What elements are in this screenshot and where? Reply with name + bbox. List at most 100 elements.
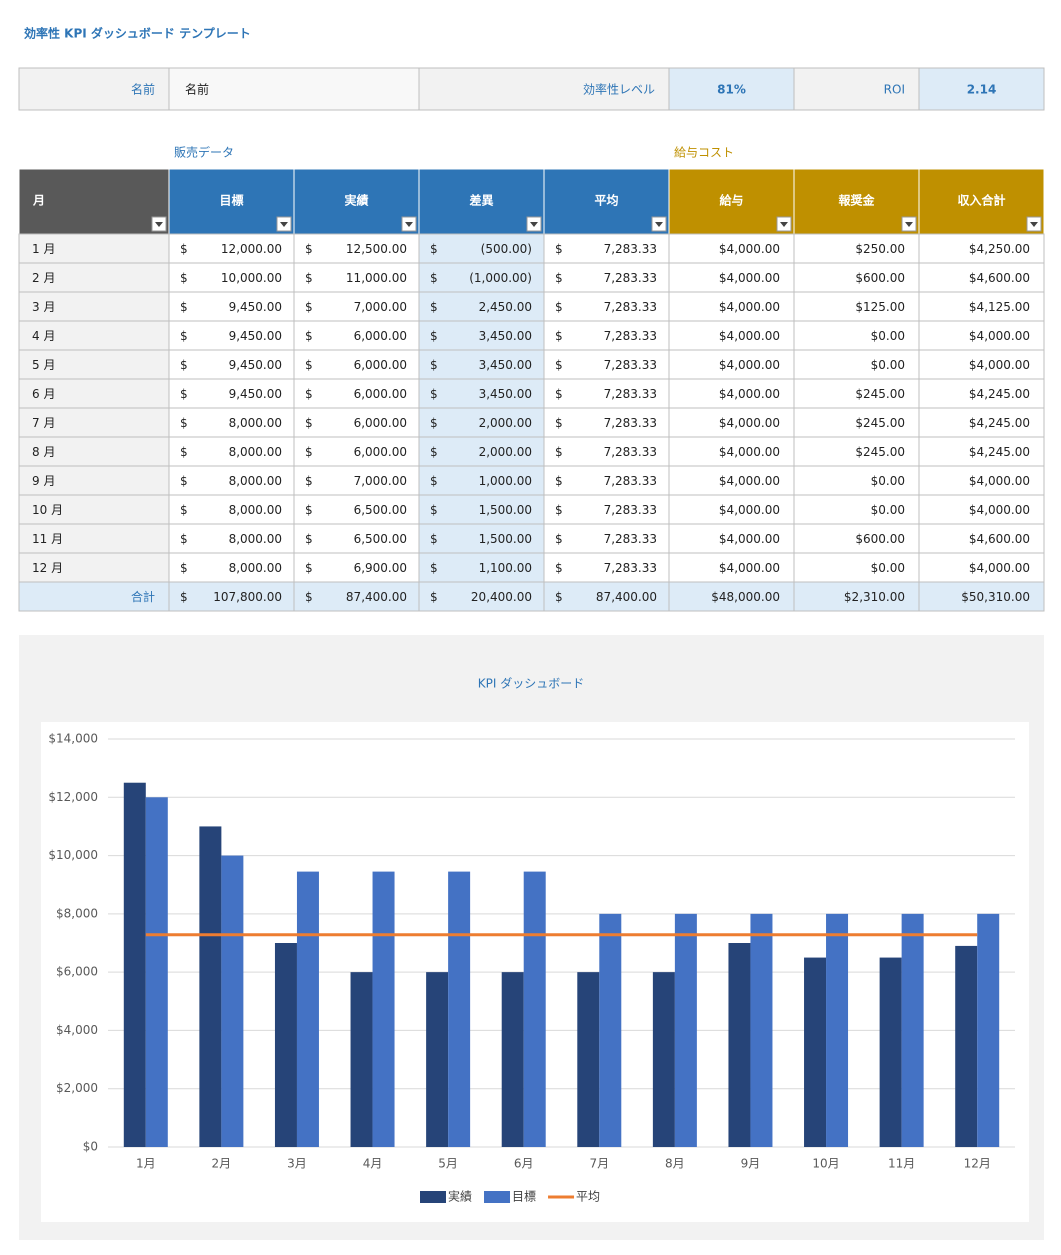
table-cell <box>918 349 1045 380</box>
table-cell-text: $4,000.00 <box>719 387 780 401</box>
table-cell-text: $245.00 <box>855 445 905 459</box>
table-cell <box>293 262 420 293</box>
y-tick-label: $12,000 <box>48 790 98 804</box>
month-label: 8 月 <box>32 445 55 459</box>
table-cell <box>918 552 1045 583</box>
month-label: 4 月 <box>32 329 55 343</box>
table-cell-text: 7,283.33 <box>604 561 657 575</box>
table-cell-text: $4,000.00 <box>719 300 780 314</box>
table-cell-text: 6,000.00 <box>354 358 407 372</box>
filter-arrow <box>780 222 788 227</box>
table-cell-text: 8,000.00 <box>229 416 282 430</box>
x-tick-label: 11月 <box>888 1157 915 1171</box>
bar <box>145 797 168 1147</box>
x-tick-label: 6月 <box>514 1157 534 1171</box>
table-cell-text: 7,283.33 <box>604 358 657 372</box>
month-label: 12 月 <box>32 561 63 575</box>
table-cell-text: $4,000.00 <box>719 242 780 256</box>
table-cell <box>918 320 1045 351</box>
table-cell <box>418 262 545 293</box>
table-cell <box>918 262 1045 293</box>
table-cell-text: 7,283.33 <box>604 300 657 314</box>
bar <box>955 945 978 1147</box>
currency-symbol: $ <box>180 474 188 488</box>
x-tick-label: 7月 <box>589 1157 609 1171</box>
table-cell-text: 7,000.00 <box>354 300 407 314</box>
table-cell <box>418 233 545 264</box>
currency-symbol: $ <box>430 387 438 401</box>
bar <box>674 913 697 1147</box>
y-tick-label: $10,000 <box>48 848 98 862</box>
table-cell-text: $4,000.00 <box>969 474 1030 488</box>
info-cell <box>668 67 795 111</box>
table-cell-text: 1,500.00 <box>479 503 532 517</box>
table-cell-text: 2,000.00 <box>479 416 532 430</box>
currency-symbol: $ <box>555 474 563 488</box>
table-cell-text: $4,000.00 <box>719 445 780 459</box>
currency-symbol: $ <box>555 300 563 314</box>
table-cell <box>668 349 795 380</box>
table-cell <box>418 291 545 322</box>
section-label: 販売データ <box>174 145 234 160</box>
currency-symbol: $ <box>555 445 563 459</box>
table-cell <box>293 436 420 467</box>
table-cell-text: $4,245.00 <box>969 445 1030 459</box>
table-cell <box>418 465 545 496</box>
table-cell <box>918 291 1045 322</box>
table-cell <box>168 581 295 612</box>
table-cell-text: 3,450.00 <box>479 329 532 343</box>
table-cell-text: $4,600.00 <box>969 271 1030 285</box>
currency-symbol: $ <box>180 416 188 430</box>
table-cell-text: 6,500.00 <box>354 532 407 546</box>
currency-symbol: $ <box>180 271 188 285</box>
month-label: 1 月 <box>32 242 55 256</box>
currency-symbol: $ <box>555 561 563 575</box>
currency-symbol: $ <box>430 271 438 285</box>
table-cell-text: (500.00) <box>481 242 532 256</box>
bar <box>123 782 146 1147</box>
currency-symbol: $ <box>180 242 188 256</box>
legend-label: 目標 <box>512 1190 536 1204</box>
table-header-cell <box>543 168 670 235</box>
info-text: 名前 <box>185 82 209 97</box>
table-cell-text: $4,000.00 <box>969 329 1030 343</box>
table-cell-text: 9,450.00 <box>229 358 282 372</box>
currency-symbol: $ <box>430 590 438 604</box>
table-cell-text: $4,600.00 <box>969 532 1030 546</box>
currency-symbol: $ <box>430 358 438 372</box>
table-header-text: 月 <box>32 194 45 208</box>
table-cell-text: 3,450.00 <box>479 387 532 401</box>
table-cell <box>168 291 295 322</box>
table-cell <box>18 291 170 322</box>
legend-label: 実績 <box>448 1189 472 1204</box>
y-tick-label: $2,000 <box>56 1081 98 1095</box>
table-cell <box>418 552 545 583</box>
table-cell <box>168 349 295 380</box>
info-cell <box>793 67 920 111</box>
currency-symbol: $ <box>305 300 313 314</box>
currency-symbol: $ <box>305 561 313 575</box>
bar <box>879 957 902 1147</box>
table-cell-text: 1,100.00 <box>479 561 532 575</box>
table-cell <box>293 233 420 264</box>
currency-symbol: $ <box>430 445 438 459</box>
bar <box>804 957 827 1147</box>
table-cell-text: $4,000.00 <box>969 358 1030 372</box>
table-cell <box>918 378 1045 409</box>
table-cell <box>18 378 170 409</box>
info-cell <box>168 67 420 111</box>
month-label: 3 月 <box>32 300 55 314</box>
table-cell-text: $0.00 <box>871 358 905 372</box>
filter-arrow <box>530 222 538 227</box>
bar <box>350 972 373 1147</box>
month-label: 2 月 <box>32 271 55 285</box>
table-header-cell <box>418 168 545 235</box>
bar <box>221 855 244 1147</box>
x-tick-label: 10月 <box>812 1157 839 1171</box>
info-text: 名前 <box>131 82 155 97</box>
currency-symbol: $ <box>305 445 313 459</box>
currency-symbol: $ <box>305 416 313 430</box>
table-cell <box>18 320 170 351</box>
table-cell <box>668 407 795 438</box>
table-cell-text: $0.00 <box>871 474 905 488</box>
